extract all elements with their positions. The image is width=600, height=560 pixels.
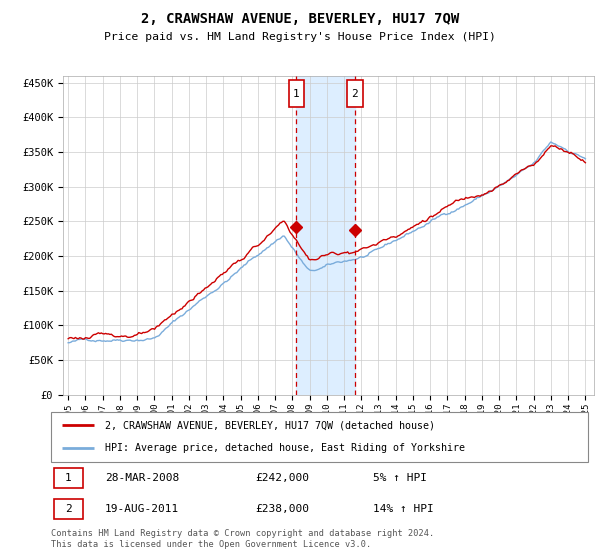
- Text: Contains HM Land Registry data © Crown copyright and database right 2024.
This d: Contains HM Land Registry data © Crown c…: [51, 529, 434, 549]
- Bar: [296, 76, 355, 395]
- Text: £242,000: £242,000: [255, 473, 309, 483]
- Text: 14% ↑ HPI: 14% ↑ HPI: [373, 504, 434, 514]
- Text: 5% ↑ HPI: 5% ↑ HPI: [373, 473, 427, 483]
- FancyBboxPatch shape: [53, 500, 83, 519]
- Text: 2: 2: [65, 504, 72, 514]
- Text: 2: 2: [352, 88, 358, 99]
- Text: Price paid vs. HM Land Registry's House Price Index (HPI): Price paid vs. HM Land Registry's House …: [104, 32, 496, 43]
- Text: £238,000: £238,000: [255, 504, 309, 514]
- Text: 1: 1: [65, 473, 72, 483]
- Text: 2, CRAWSHAW AVENUE, BEVERLEY, HU17 7QW: 2, CRAWSHAW AVENUE, BEVERLEY, HU17 7QW: [141, 12, 459, 26]
- Text: 28-MAR-2008: 28-MAR-2008: [105, 473, 179, 483]
- FancyBboxPatch shape: [347, 81, 362, 107]
- Text: 2, CRAWSHAW AVENUE, BEVERLEY, HU17 7QW (detached house): 2, CRAWSHAW AVENUE, BEVERLEY, HU17 7QW (…: [105, 420, 435, 430]
- FancyBboxPatch shape: [289, 81, 304, 107]
- FancyBboxPatch shape: [51, 412, 588, 462]
- Text: HPI: Average price, detached house, East Riding of Yorkshire: HPI: Average price, detached house, East…: [105, 444, 465, 454]
- FancyBboxPatch shape: [53, 469, 83, 488]
- Text: 1: 1: [293, 88, 299, 99]
- Text: 19-AUG-2011: 19-AUG-2011: [105, 504, 179, 514]
